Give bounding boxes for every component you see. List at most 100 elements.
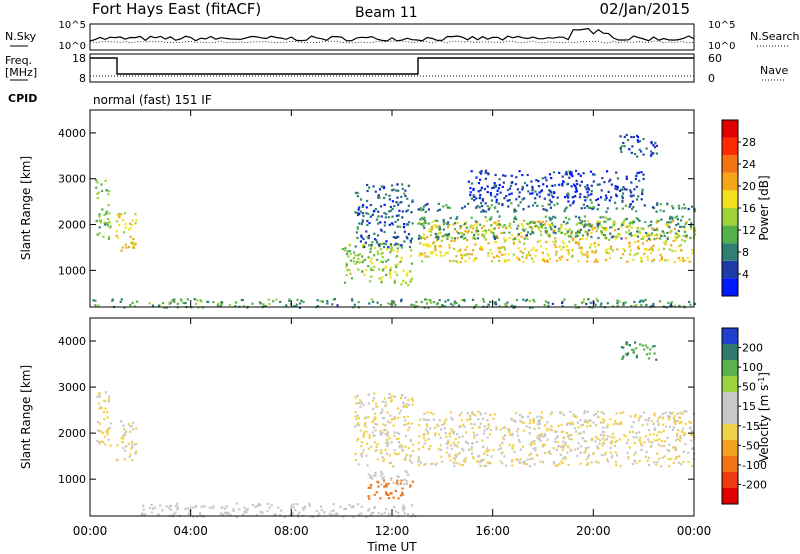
velocity-cell-region-1 <box>125 430 128 433</box>
velocity-cell-region-6 <box>469 414 472 417</box>
velocity-cell-region-2 <box>375 491 378 494</box>
power-cell-region-7 <box>604 198 607 201</box>
power-cell-region-4 <box>475 257 478 260</box>
velocity-cell-region-5 <box>660 465 663 468</box>
power-cell-region-4 <box>584 230 587 233</box>
velocity-cell-region-5 <box>473 436 476 439</box>
power-cell-region-4 <box>443 221 446 224</box>
velocity-cell-region-2 <box>367 495 370 498</box>
power-cell-region-9 <box>94 299 97 302</box>
power-cell-region-3 <box>377 210 380 213</box>
power-cell-region-5 <box>420 223 423 226</box>
velocity-cell-region-5 <box>531 441 534 444</box>
power-cell-region-2 <box>380 260 383 263</box>
power-cell-region-3 <box>375 218 379 221</box>
power-cell-region-7 <box>608 180 611 183</box>
power-cell-region-5 <box>625 217 628 220</box>
power-cell-region-8 <box>628 148 631 151</box>
power-cell-region-2 <box>361 270 364 273</box>
power-cell-region-9 <box>587 298 590 301</box>
power-cell-region-4 <box>534 254 537 258</box>
velocity-heatmap-cells <box>96 341 696 519</box>
velocity-cell-region-3 <box>403 483 406 486</box>
velocity-cell-region-5 <box>579 432 582 435</box>
velocity-cell-region-4 <box>366 442 369 445</box>
power-cell-region-5 <box>609 226 612 229</box>
velocity-cell-region-5 <box>484 464 488 468</box>
power-cell-region-7 <box>576 182 579 186</box>
velocity-cell-region-5 <box>417 456 420 459</box>
power-cell-region-7 <box>508 199 511 202</box>
power-cell-region-4 <box>683 240 687 243</box>
velocity-cell-region-4 <box>407 404 411 407</box>
power-cell-region-9 <box>693 302 696 305</box>
power-cell-region-3 <box>385 193 388 196</box>
power-cell-region-7 <box>599 196 603 199</box>
noise-tick-top-left: 10^5 <box>59 20 86 31</box>
velocity-cell-region-5 <box>528 426 531 429</box>
power-cell-region-7 <box>590 193 593 196</box>
velocity-cell-region-5 <box>536 436 539 439</box>
velocity-cell-region-5 <box>679 437 682 440</box>
power-cell-region-3 <box>391 184 394 187</box>
power-cell-region-5 <box>447 221 450 224</box>
velocity-cell-region-5 <box>427 437 430 441</box>
velocity-cell-region-0 <box>96 395 99 398</box>
power-colorbar-tick-label: 24 <box>742 158 756 171</box>
power-cell-region-4 <box>524 228 527 231</box>
power-cell-region-2 <box>385 273 388 276</box>
velocity-cell-region-5 <box>499 447 502 450</box>
power-cell-region-5 <box>551 222 554 225</box>
velocity-cell-region-5 <box>668 443 671 446</box>
power-cell-region-9 <box>216 304 219 307</box>
velocity-cell-region-1 <box>131 459 134 462</box>
velocity-cell-region-5 <box>615 464 618 467</box>
velocity-cell-region-6 <box>603 419 606 422</box>
velocity-cell-region-4 <box>355 417 358 421</box>
velocity-cell-region-8 <box>308 502 311 505</box>
power-cell-region-2 <box>370 268 373 271</box>
velocity-cell-region-6 <box>472 413 476 416</box>
power-cell-region-6 <box>597 203 600 206</box>
power-cell-region-5 <box>683 230 687 234</box>
velocity-cell-region-4 <box>387 396 391 399</box>
power-cell-region-6 <box>586 205 589 208</box>
power-cell-region-4 <box>495 254 499 257</box>
power-cell-region-9 <box>163 306 166 309</box>
velocity-cell-region-5 <box>655 463 658 466</box>
power-cell-region-4 <box>641 242 644 245</box>
velocity-cell-region-5 <box>610 436 613 439</box>
power-cell-region-5 <box>585 224 588 227</box>
power-cell-region-4 <box>681 257 684 260</box>
power-cell-region-4 <box>663 247 666 250</box>
power-cell-region-6 <box>541 204 544 208</box>
velocity-cell-region-5 <box>417 441 421 444</box>
power-cell-region-7 <box>575 190 578 193</box>
power-cell-region-4 <box>429 227 432 231</box>
power-cell-region-5 <box>423 219 427 222</box>
power-cell-region-9 <box>206 300 210 304</box>
power-cell-region-5 <box>514 237 517 241</box>
velocity-cell-region-5 <box>456 453 459 456</box>
velocity-cell-region-5 <box>632 421 635 424</box>
power-cell-region-3 <box>357 208 360 211</box>
power-cell-region-1 <box>132 244 135 247</box>
power-cell-region-4 <box>464 248 467 251</box>
power-cell-region-4 <box>529 254 532 257</box>
power-cell-region-5 <box>548 235 551 238</box>
velocity-cell-region-3 <box>405 480 409 483</box>
power-cell-region-4 <box>578 246 581 249</box>
x-tick-label: 20:00 <box>576 524 611 538</box>
power-cell-region-9 <box>544 300 548 303</box>
power-cell-region-5 <box>660 234 663 237</box>
power-cell-region-5 <box>676 215 679 218</box>
power-cell-region-2 <box>370 267 373 270</box>
velocity-ytick-label: 2000 <box>58 427 86 440</box>
power-cell-region-9 <box>639 299 642 302</box>
velocity-cell-region-5 <box>443 422 446 426</box>
power-cell-region-4 <box>512 241 515 244</box>
velocity-cell-region-5 <box>579 451 582 454</box>
power-cell-region-4 <box>439 231 442 235</box>
velocity-cell-region-4 <box>368 436 371 439</box>
power-cell-region-5 <box>669 215 672 218</box>
